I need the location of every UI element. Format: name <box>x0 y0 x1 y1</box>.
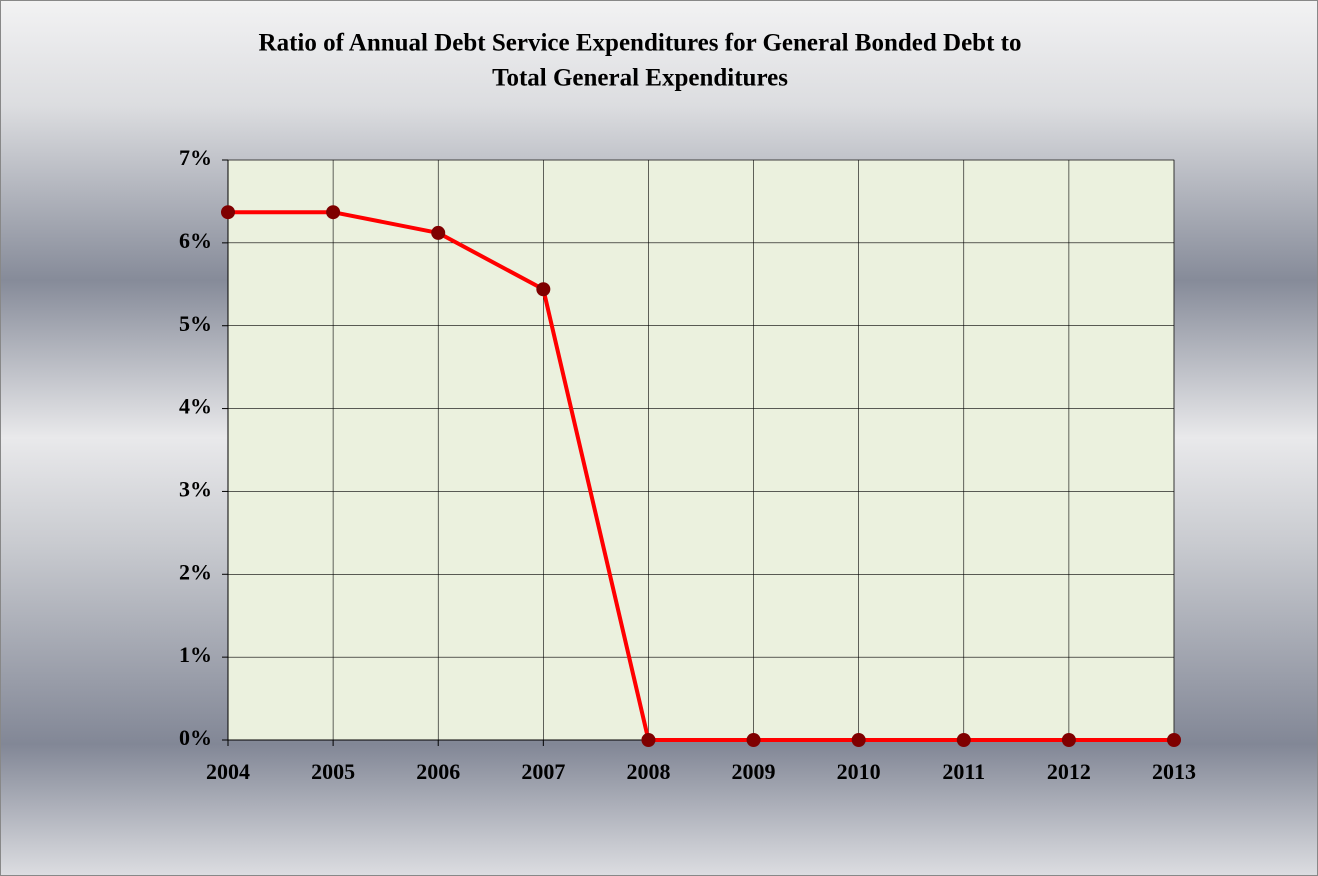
x-tick-label: 2012 <box>1047 759 1091 784</box>
marker <box>1167 733 1181 747</box>
marker <box>851 733 866 747</box>
marker <box>956 733 971 747</box>
chart-title: Total General Expenditures <box>492 65 788 92</box>
marker <box>536 282 551 297</box>
x-tick-label: 2004 <box>206 759 250 784</box>
y-tick-label: 3% <box>179 476 212 501</box>
marker <box>221 205 235 220</box>
x-tick-label: 2013 <box>1152 759 1196 784</box>
x-tick-label: 2008 <box>626 759 670 784</box>
marker <box>641 733 656 747</box>
plot-area <box>227 159 1175 741</box>
marker <box>746 733 761 747</box>
y-tick-label: 6% <box>179 228 212 253</box>
x-tick-label: 2009 <box>732 759 776 784</box>
y-tick-label: 5% <box>179 311 212 336</box>
y-tick-label: 0% <box>179 725 212 750</box>
y-tick-label: 7% <box>179 145 212 170</box>
x-tick-label: 2007 <box>521 759 565 784</box>
x-tick-label: 2005 <box>311 759 355 784</box>
x-tick-label: 2010 <box>837 759 881 784</box>
y-tick-label: 1% <box>179 642 212 667</box>
marker <box>1061 733 1076 747</box>
y-tick-label: 2% <box>179 559 212 584</box>
x-tick-label: 2006 <box>416 759 460 784</box>
chart-title: Ratio of Annual Debt Service Expenditure… <box>259 30 1022 57</box>
x-tick-label: 2011 <box>942 759 985 784</box>
marker <box>431 225 446 240</box>
line <box>228 210 1174 742</box>
y-tick-label: 4% <box>179 394 212 419</box>
marker <box>326 205 341 220</box>
